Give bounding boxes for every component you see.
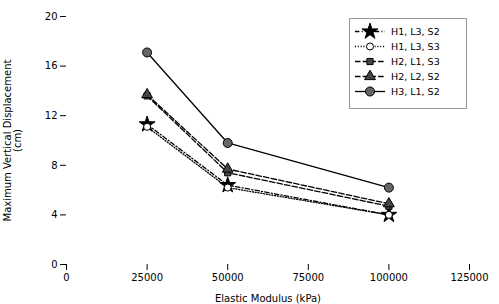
svg-text:20: 20 (45, 11, 58, 22)
svg-text:0: 0 (51, 259, 57, 270)
svg-text:25000: 25000 (131, 272, 163, 283)
svg-text:125000: 125000 (450, 272, 488, 283)
svg-text:100000: 100000 (370, 272, 408, 283)
svg-text:Elastic Modulus (kPa): Elastic Modulus (kPa) (215, 293, 321, 304)
svg-text:H3, L1, S2: H3, L1, S2 (391, 86, 440, 97)
svg-text:H1, L3, S3: H1, L3, S3 (391, 41, 440, 52)
svg-text:H2, L1, S3: H2, L1, S3 (391, 56, 440, 67)
svg-text:0: 0 (63, 272, 69, 283)
svg-text:4: 4 (51, 209, 57, 220)
svg-text:75000: 75000 (292, 272, 324, 283)
svg-text:H2, L2, S2: H2, L2, S2 (391, 71, 440, 82)
svg-text:Maximum Vertical Displacement(: Maximum Vertical Displacement(cm) (2, 60, 23, 222)
svg-text:8: 8 (51, 160, 57, 171)
svg-text:H1, L3, S2: H1, L3, S2 (391, 26, 440, 37)
svg-text:16: 16 (45, 60, 58, 71)
svg-text:12: 12 (45, 110, 58, 121)
svg-text:50000: 50000 (212, 272, 244, 283)
